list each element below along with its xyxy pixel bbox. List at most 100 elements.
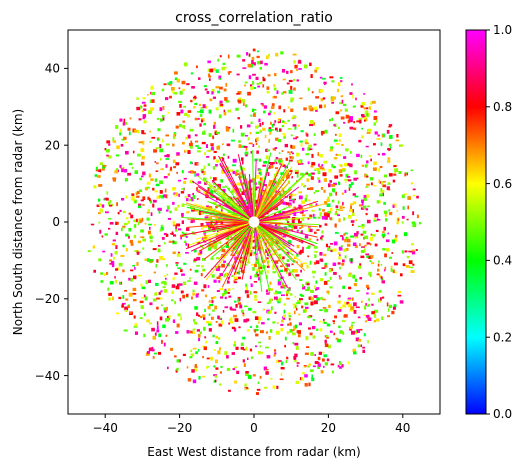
radar-gate [256,150,259,154]
radar-gate [383,202,386,205]
radar-gate [323,104,326,108]
radar-gate [235,107,239,111]
radar-gate [338,139,341,142]
radar-gate [377,263,380,267]
radar-gate [286,297,290,300]
radar-gate [365,212,368,216]
radar-gate [206,156,210,158]
radar-gate [388,173,393,177]
radar-gate [219,100,223,104]
radar-gate [215,86,219,89]
radar-gate [288,159,293,162]
radar-gate [220,221,224,225]
radar-gate [112,256,115,260]
radar-gate [255,142,258,145]
radar-gate [179,90,183,95]
radar-gate [282,235,287,238]
radar-gate [386,302,389,307]
radar-gate [339,205,343,209]
radar-gate [332,165,336,169]
radar-gate [244,305,248,308]
radar-gate [304,235,309,239]
radar-gate [324,81,326,85]
radar-gate [164,188,167,193]
radar-gate [275,290,278,293]
radar-gate [266,292,270,295]
radar-gate [249,326,252,328]
radar-gate [255,199,259,204]
radar-gate [162,138,164,143]
radar-gate [289,293,293,296]
radar-gate [304,142,309,145]
radar-gate [174,77,178,81]
radar-gate [317,356,321,361]
radar-gate [148,223,152,226]
radar-gate [231,189,235,194]
radar-gate [184,112,188,116]
radar-gate [284,122,287,125]
radar-gate [215,107,219,111]
radar-gate [317,177,320,180]
radar-gate [337,214,340,217]
radar-gate [112,296,114,301]
radar-gate [116,145,120,150]
radar-streak [255,168,279,218]
radar-gate [382,231,385,233]
radar-gate [296,364,299,367]
radar-gate [225,100,230,103]
radar-gate [120,255,125,257]
radar-gate [358,204,363,207]
radar-gate [267,311,270,314]
radar-gate [330,243,333,245]
radar-gate [292,124,297,127]
radar-gate [138,141,143,144]
radar-gate [324,262,328,267]
radar-gate [112,239,116,242]
radar-gate [163,242,166,245]
radar-gate [196,65,198,69]
radar-gate [219,78,221,80]
radar-gate [161,88,165,92]
radar-gate [342,304,347,308]
radar-gate [189,128,194,132]
radar-gate [122,269,125,273]
radar-gate [264,265,267,268]
radar-gate [213,121,216,125]
radar-gate [394,168,399,172]
radar-streak [258,224,295,247]
radar-gate [211,88,215,93]
radar-gate [190,197,194,199]
radar-gate [331,80,335,83]
radar-gate [314,300,318,305]
radar-gate [233,281,238,284]
colorbar-tick-label: 0.2 [493,330,512,344]
radar-gate [364,305,367,310]
radar-gate [360,250,365,253]
radar-gate [399,300,404,304]
radar-gate [99,208,103,213]
radar-gate [218,323,223,327]
radar-gate [307,286,310,290]
radar-gate [185,242,188,246]
radar-gate [101,235,104,238]
radar-gate [149,226,151,230]
radar-gate [225,244,229,248]
radar-gate [304,139,308,143]
radar-gate [92,245,95,249]
radar-gate [324,223,327,226]
radar-gate [115,221,117,225]
radar-gate [358,265,361,269]
radar-gate [258,168,261,171]
radar-gate [149,302,153,306]
radar-gate [377,134,380,137]
radar-gate [302,246,304,251]
radar-gate [323,319,325,322]
radar-streak [253,227,257,261]
radar-gate [333,139,338,142]
radar-gate [219,383,222,386]
radar-gate [192,292,195,296]
radar-gate [189,356,193,359]
radar-gate [143,108,147,111]
radar-gate [307,227,311,232]
radar-gate [350,261,353,264]
